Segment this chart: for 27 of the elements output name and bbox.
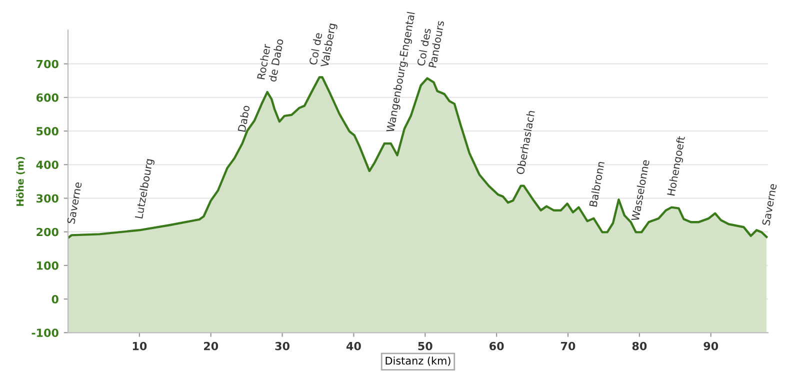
x-tick-label: 50 xyxy=(418,342,432,350)
annotation: Balbronn xyxy=(588,161,605,207)
annotation: Col des Pandours xyxy=(416,20,444,68)
annotation: Rocher de Dabo xyxy=(256,38,284,82)
annotation: Saverne xyxy=(762,183,777,226)
y-tick-label: 100 xyxy=(37,261,58,270)
x-axis-title: Distanz (km) xyxy=(386,356,450,366)
x-tick-label: 30 xyxy=(275,342,290,350)
annotation: Dabo xyxy=(238,105,250,132)
x-tick-label: 70 xyxy=(561,342,576,350)
y-axis-title: Höhe (m) xyxy=(16,156,25,206)
x-tick-label: 40 xyxy=(346,342,361,350)
annotation: Saverne xyxy=(66,182,82,224)
y-tick-label: 600 xyxy=(36,93,58,102)
y-tick-label: 400 xyxy=(36,160,58,170)
x-tick-label: 90 xyxy=(704,342,718,350)
x-tick-label: 60 xyxy=(490,342,504,350)
annotation: Col de Valsberg xyxy=(308,23,338,68)
y-tick-label: 200 xyxy=(36,228,58,236)
x-tick-label: 80 xyxy=(632,342,647,350)
y-tick-label: 300 xyxy=(36,194,58,203)
y-tick-label: 500 xyxy=(36,127,58,136)
y-tick-label: 0 xyxy=(52,295,58,304)
y-tick-label: 700 xyxy=(36,60,58,68)
x-tick-label: 20 xyxy=(204,342,218,350)
x-tick-label: 10 xyxy=(132,342,147,350)
y-tick-label: -100 xyxy=(32,328,58,338)
